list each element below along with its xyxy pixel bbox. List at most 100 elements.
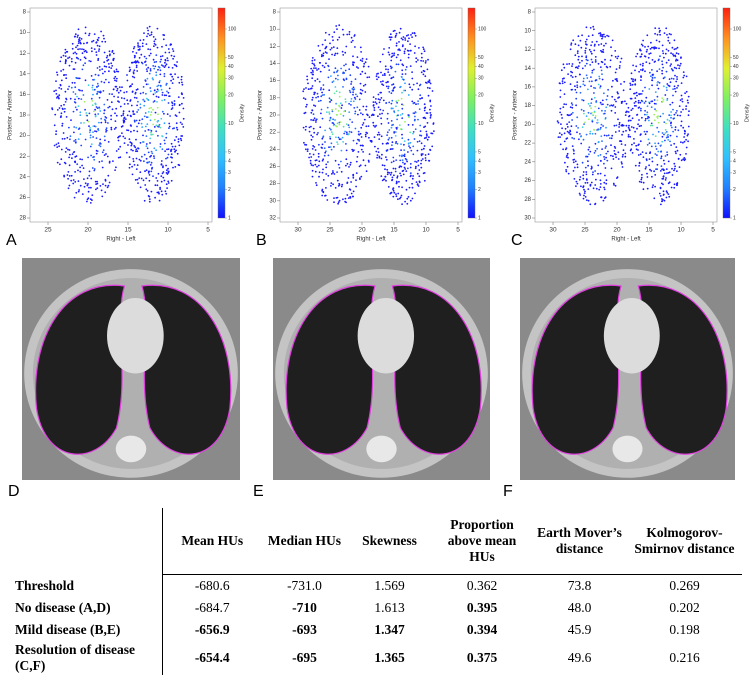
density-dot [85, 27, 87, 29]
density-dot [172, 107, 174, 109]
density-dot [589, 131, 591, 133]
density-dot [148, 196, 150, 198]
density-dot [412, 153, 414, 155]
density-dot [150, 68, 152, 70]
density-dot [644, 87, 646, 89]
density-dot [313, 93, 315, 95]
density-dot [59, 107, 61, 109]
density-dot [150, 171, 152, 173]
density-dot [77, 36, 79, 38]
density-dot [97, 91, 99, 93]
density-dot [102, 183, 104, 185]
density-dot [583, 198, 585, 200]
density-dot [356, 143, 358, 145]
density-dot [159, 80, 161, 82]
density-dot [388, 52, 390, 54]
density-dot [605, 106, 607, 108]
density-dot [134, 120, 136, 122]
y-tick-label: 20 [269, 113, 276, 119]
density-dot [137, 182, 139, 184]
density-dot [63, 74, 65, 76]
density-dot [358, 151, 360, 153]
density-dot [165, 158, 167, 160]
density-dot [408, 37, 410, 39]
x-tick-label: 25 [326, 227, 334, 234]
density-dot [76, 96, 78, 98]
density-dot [592, 114, 594, 116]
density-dot [604, 63, 606, 65]
colorbar-tick-label: 5 [228, 149, 231, 155]
density-dot [171, 153, 173, 155]
panel-label: B [256, 232, 267, 249]
density-dot [579, 74, 581, 76]
density-dot [634, 105, 636, 107]
density-dot [150, 119, 152, 121]
density-dot [420, 66, 422, 68]
density-dot [88, 60, 90, 62]
density-dot [309, 131, 311, 133]
density-dot [307, 150, 309, 152]
density-dot [580, 136, 582, 138]
density-dot [103, 38, 105, 40]
density-dot [337, 53, 339, 55]
density-dot [638, 165, 640, 167]
density-dot [600, 43, 602, 45]
ct-spine [116, 436, 147, 463]
density-dot [680, 63, 682, 65]
row-label: Mild disease (B,E) [12, 619, 162, 641]
density-dot [69, 56, 71, 58]
density-dot [579, 176, 581, 178]
density-dot [329, 113, 331, 115]
density-dot [670, 115, 672, 117]
density-dot [345, 101, 347, 103]
density-dot [649, 72, 651, 74]
density-dot [67, 88, 69, 90]
density-dot [314, 164, 316, 166]
density-dot [88, 84, 90, 86]
density-dot [677, 115, 679, 117]
density-dot [414, 102, 416, 104]
density-dot [312, 136, 314, 138]
density-dot [100, 118, 102, 120]
density-dot [362, 90, 364, 92]
density-dot [615, 72, 617, 74]
density-dot [662, 50, 664, 52]
density-dot [81, 159, 83, 161]
density-dot [176, 61, 178, 63]
density-dot [76, 155, 78, 157]
density-dot [382, 54, 384, 56]
density-dot [639, 48, 641, 50]
density-dot [57, 109, 59, 111]
density-dot [75, 139, 77, 141]
density-dot [73, 91, 75, 93]
density-dot [346, 34, 348, 36]
density-dot [150, 134, 152, 136]
density-dot [390, 78, 392, 80]
density-dot [165, 44, 167, 46]
density-dot [325, 62, 327, 64]
density-dot [346, 123, 348, 125]
density-dot [53, 90, 55, 92]
density-dot [640, 64, 642, 66]
density-dot [335, 25, 337, 27]
density-dot [130, 131, 132, 133]
density-dot [342, 51, 344, 53]
density-dot [355, 186, 357, 188]
density-dot [611, 96, 613, 98]
density-dot [635, 101, 637, 103]
density-dot [391, 162, 393, 164]
density-dot [78, 191, 80, 193]
density-dot [365, 109, 367, 111]
density-dot [132, 150, 134, 152]
density-dot [565, 171, 567, 173]
density-dot [401, 63, 403, 65]
density-dot [132, 91, 134, 93]
density-dot [167, 181, 169, 183]
density-dot [162, 65, 164, 67]
y-tick-label: 8 [528, 10, 532, 16]
density-dot [75, 33, 77, 35]
colorbar-tick-label: 2 [478, 187, 481, 193]
density-dot [149, 161, 151, 163]
density-dot [673, 187, 675, 189]
table-cell: 0.269 [627, 575, 742, 598]
